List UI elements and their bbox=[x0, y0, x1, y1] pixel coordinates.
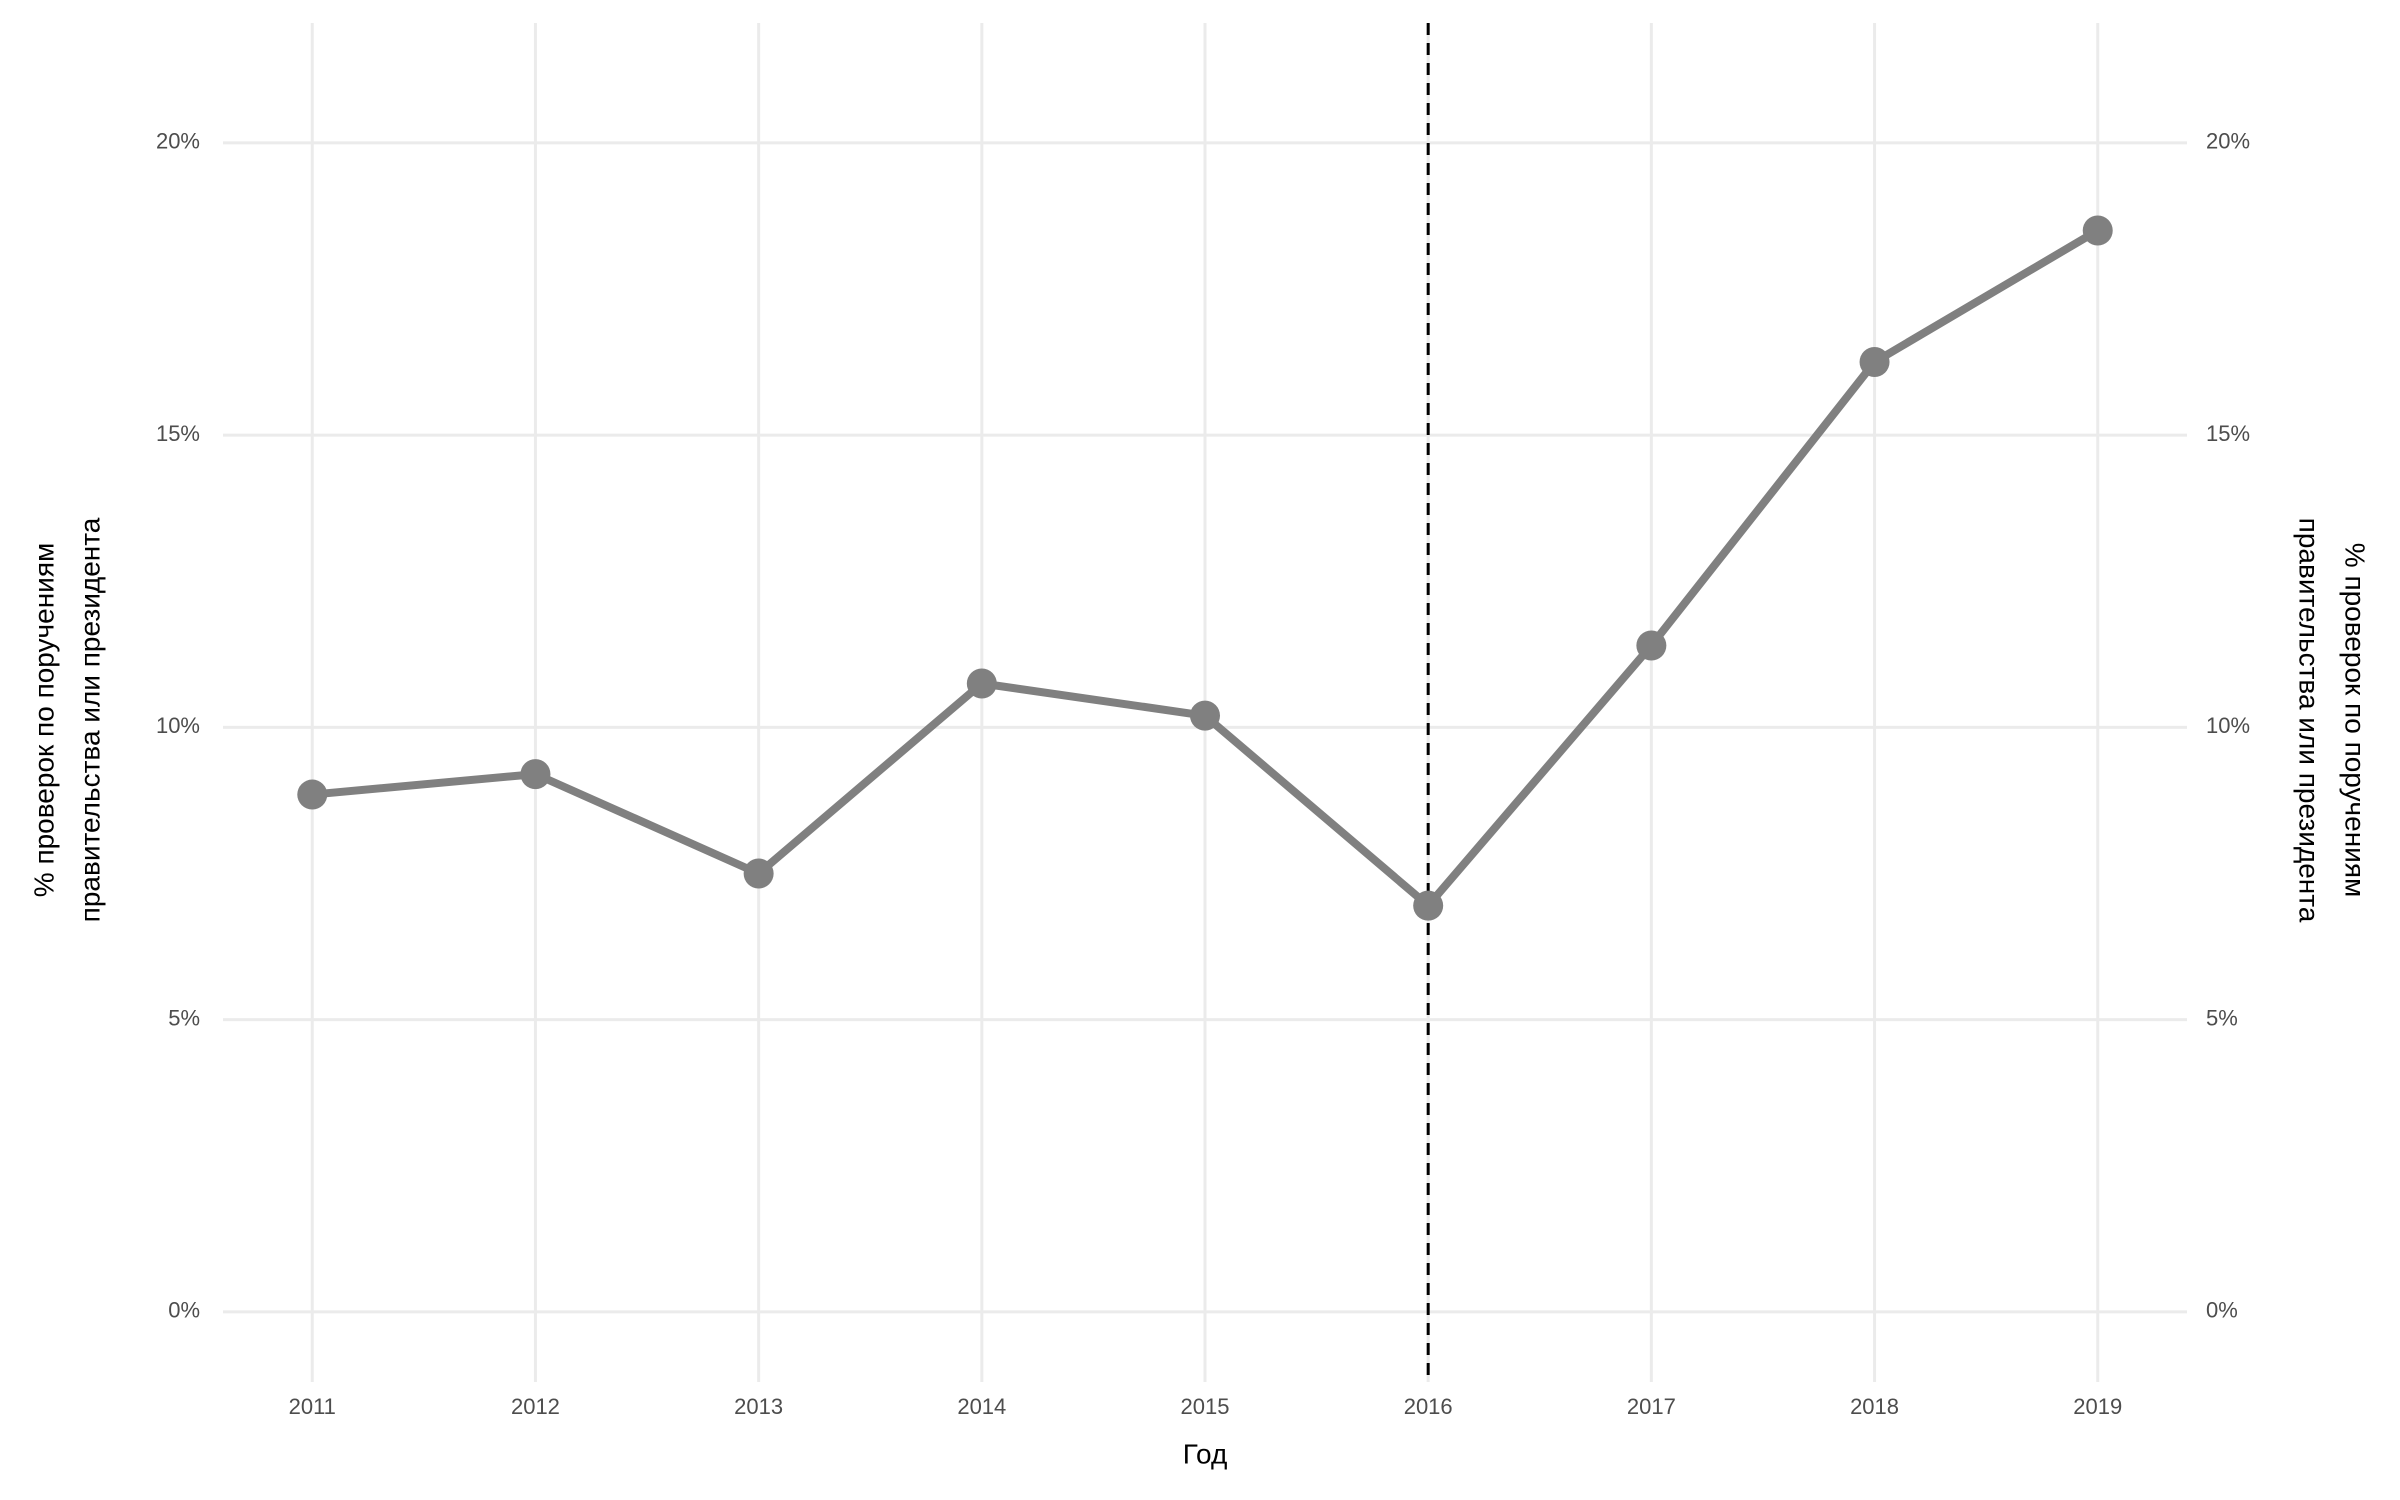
y2-tick-label: 20% bbox=[2206, 129, 2250, 154]
x-tick-label: 2017 bbox=[1627, 1394, 1676, 1419]
point bbox=[1859, 347, 1890, 378]
point bbox=[743, 858, 774, 889]
y-axis-title: % проверок по поручениям правительства и… bbox=[28, 517, 105, 922]
point bbox=[1413, 890, 1444, 921]
y-tick-label: 15% bbox=[156, 421, 200, 446]
y-tick-label: 20% bbox=[156, 129, 200, 154]
y-tick-label: 5% bbox=[168, 1005, 200, 1030]
y-axis-title-line: % проверок по поручениям bbox=[28, 543, 59, 897]
point bbox=[297, 779, 328, 810]
x-tick-label: 2014 bbox=[957, 1394, 1006, 1419]
y2-axis-title-line: правительства или президента bbox=[2294, 518, 2325, 923]
y2-tick-label: 0% bbox=[2206, 1298, 2238, 1323]
point bbox=[1190, 700, 1220, 731]
y-tick-label: 0% bbox=[168, 1298, 200, 1323]
point bbox=[2082, 215, 2113, 246]
x-tick-label: 2012 bbox=[511, 1394, 560, 1419]
y-tick-label: 10% bbox=[156, 713, 200, 738]
x-tick-label: 2016 bbox=[1404, 1394, 1453, 1419]
point bbox=[966, 668, 997, 699]
y2-tick-label: 10% bbox=[2206, 713, 2250, 738]
y2-tick-label: 15% bbox=[2206, 421, 2250, 446]
y-axis-title-line: правительства или президента bbox=[74, 517, 105, 922]
y2-axis-title: % проверок по поручениям правительства и… bbox=[2294, 518, 2371, 923]
y2-tick-label: 5% bbox=[2206, 1005, 2238, 1030]
y2-axis-title-line: % проверок по поручениям bbox=[2340, 543, 2371, 897]
x-tick-label: 2011 bbox=[289, 1394, 336, 1419]
point bbox=[1636, 630, 1667, 661]
x-axis-title: Год bbox=[1183, 1438, 1228, 1469]
x-tick-label: 2013 bbox=[734, 1394, 783, 1419]
x-tick-label: 2015 bbox=[1181, 1394, 1230, 1419]
x-tick-label: 2018 bbox=[1850, 1394, 1899, 1419]
point bbox=[520, 759, 551, 790]
x-tick-label: 2019 bbox=[2073, 1394, 2122, 1419]
